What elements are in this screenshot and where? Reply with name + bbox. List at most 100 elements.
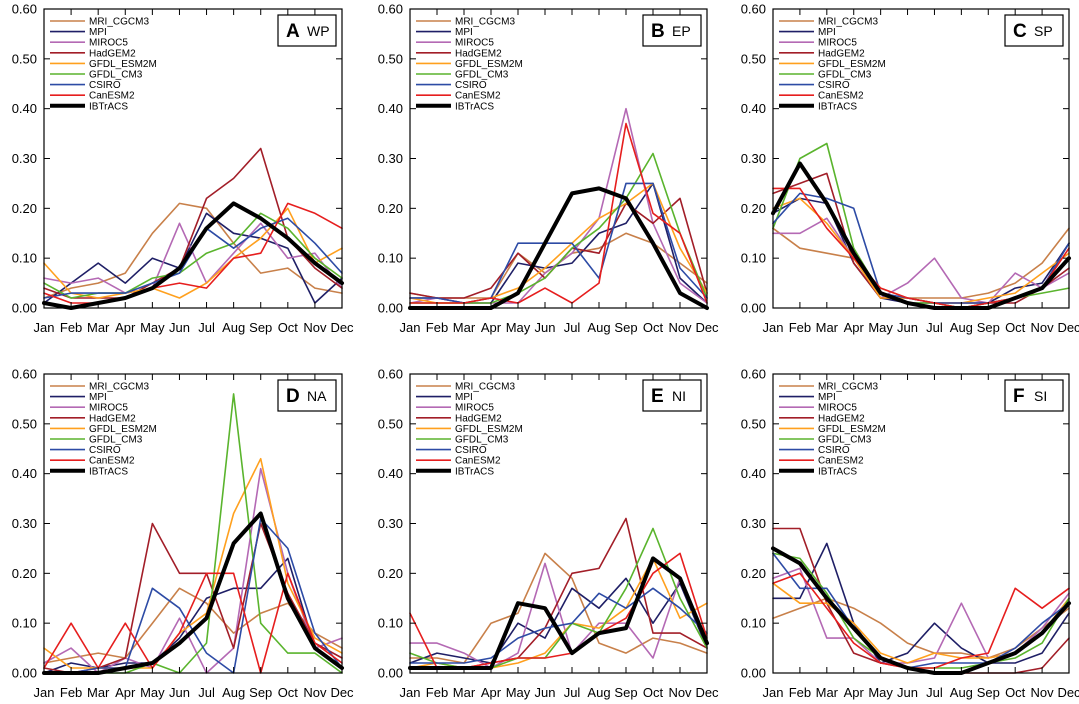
x-tick-label: Nov — [668, 320, 692, 335]
x-tick-label: Apr — [115, 320, 136, 335]
panel-region: NA — [307, 388, 327, 404]
panel-d: 0.00 0.10 0.20 0.30 0.40 0.50 0.60 Jan Feb Mar Apr… — [12, 367, 354, 701]
legend-label: HadGEM2 — [818, 48, 865, 59]
y-tick-label: 0.10 — [741, 616, 766, 631]
y-tick-label: 0.30 — [378, 151, 403, 166]
x-tick-label: Oct — [1005, 320, 1026, 335]
legend-label: CSIRO — [455, 445, 487, 456]
x-tick-label: Jun — [897, 320, 918, 335]
panel-letter: F — [1013, 386, 1025, 407]
panel-letter: B — [651, 21, 665, 42]
legend-label: MRI_CGCM3 — [89, 17, 149, 28]
series-line-miroc5 — [772, 217, 1070, 304]
y-tick-label: 0.10 — [12, 616, 37, 631]
y-tick-label: 0.40 — [12, 466, 37, 481]
y-tick-label: 0.40 — [378, 466, 403, 481]
panel-label-box — [277, 379, 337, 412]
legend-label: CSIRO — [818, 445, 850, 456]
x-tick-label: Feb — [426, 685, 448, 700]
y-tick-label: 0.00 — [12, 301, 37, 316]
x-tick-label: Nov — [303, 320, 327, 335]
x-tick-label: Mar — [87, 320, 110, 335]
legend-label: GFDL_CM3 — [89, 435, 143, 446]
x-tick-label: Jan — [34, 320, 55, 335]
y-tick-label: 0.00 — [378, 666, 403, 681]
x-tick-label: Apr — [481, 685, 502, 700]
x-tick-label: Apr — [481, 320, 502, 335]
legend-label: GFDL_ESM2M — [455, 59, 523, 70]
x-tick-label: Aug — [222, 320, 245, 335]
legend-label: GFDL_CM3 — [818, 435, 872, 446]
series-line-ibtracs — [42, 511, 344, 675]
y-tick-label: 0.10 — [12, 251, 37, 266]
x-tick-label: Sep — [249, 685, 272, 700]
series-line-miroc5 — [409, 562, 708, 669]
x-tick-label: Jan — [763, 685, 784, 700]
legend: MRI_CGCM3MPIMIROC5HadGEM2GFDL_ESM2MGFDL_… — [779, 382, 886, 477]
legend-label: IBTrACS — [455, 101, 494, 112]
y-tick-label: 0.50 — [12, 416, 37, 431]
series-line-gfdl-esm2m — [43, 457, 343, 669]
series-line-ibtracs — [408, 556, 709, 670]
legend-label: CanESM2 — [455, 456, 501, 467]
y-tick-label: 0.50 — [378, 51, 403, 66]
series-line-miroc5 — [43, 467, 343, 674]
panel-e: 0.00 0.10 0.20 0.30 0.40 0.50 0.60 Jan Feb Mar Apr… — [378, 367, 719, 701]
series-line-gfdl-cm3 — [409, 152, 708, 304]
legend-label: CanESM2 — [89, 91, 135, 102]
x-tick-label: Jul — [564, 685, 581, 700]
x-tick-label: Sep — [977, 685, 1000, 700]
y-tick-label: 0.40 — [12, 101, 37, 116]
y-tick-label: 0.50 — [741, 51, 766, 66]
x-tick-label: Jan — [34, 685, 55, 700]
x-tick-label: Dec — [1057, 320, 1079, 335]
panel-region: WP — [307, 23, 330, 39]
panel-letter: E — [651, 386, 664, 407]
series-line-mpi — [772, 542, 1070, 664]
legend-label: GFDL_ESM2M — [89, 59, 157, 70]
panel-label-box — [277, 14, 337, 47]
legend-label: IBTrACS — [818, 101, 857, 112]
legend-label: MRI_CGCM3 — [818, 382, 878, 393]
x-tick-label: Mar — [87, 685, 110, 700]
series-line-gfdl-esm2m — [43, 207, 343, 299]
x-tick-label: Jan — [400, 685, 421, 700]
series-line-ibtracs — [771, 161, 1071, 310]
y-tick-label: 0.00 — [741, 301, 766, 316]
y-tick-label: 0.30 — [741, 516, 766, 531]
x-tick-label: Oct — [643, 685, 664, 700]
y-tick-label: 0.00 — [378, 301, 403, 316]
legend-label: CanESM2 — [818, 456, 864, 467]
x-tick-label: Apr — [115, 685, 136, 700]
series-line-mpi — [409, 577, 708, 664]
panel-label-box — [642, 14, 702, 47]
x-tick-label: May — [506, 685, 531, 700]
legend-label: MIROC5 — [89, 38, 128, 49]
legend-label: CSIRO — [818, 80, 850, 91]
legend-label: CSIRO — [455, 80, 487, 91]
panel-f: 0.00 0.10 0.20 0.30 0.40 0.50 0.60 Jan Feb Mar Apr… — [741, 367, 1079, 701]
series-line-canesm2 — [772, 187, 1070, 309]
legend-label: MIROC5 — [818, 403, 857, 414]
series-line-csiro — [409, 587, 708, 664]
y-tick-label: 0.60 — [12, 2, 37, 17]
x-tick-label: Jan — [400, 320, 421, 335]
x-tick-label: Sep — [249, 320, 272, 335]
y-tick-label: 0.50 — [12, 51, 37, 66]
series-line-hadgem2 — [409, 517, 708, 669]
legend-label: CSIRO — [89, 80, 121, 91]
legend: MRI_CGCM3MPIMIROC5HadGEM2GFDL_ESM2MGFDL_… — [50, 382, 157, 477]
legend: MRI_CGCM3MPIMIROC5HadGEM2GFDL_ESM2MGFDL_… — [416, 382, 523, 477]
x-tick-label: May — [868, 320, 893, 335]
series-line-gfdl-cm3 — [43, 212, 343, 299]
series-line-miroc5 — [43, 222, 343, 294]
x-tick-label: Jul — [198, 320, 215, 335]
x-tick-label: Feb — [60, 685, 82, 700]
legend-label: HadGEM2 — [455, 413, 502, 424]
x-tick-label: Dec — [330, 320, 354, 335]
legend-label: GFDL_ESM2M — [818, 424, 886, 435]
x-tick-label: Apr — [844, 685, 865, 700]
series-line-gfdl-cm3 — [409, 527, 708, 669]
y-tick-label: 0.30 — [741, 151, 766, 166]
